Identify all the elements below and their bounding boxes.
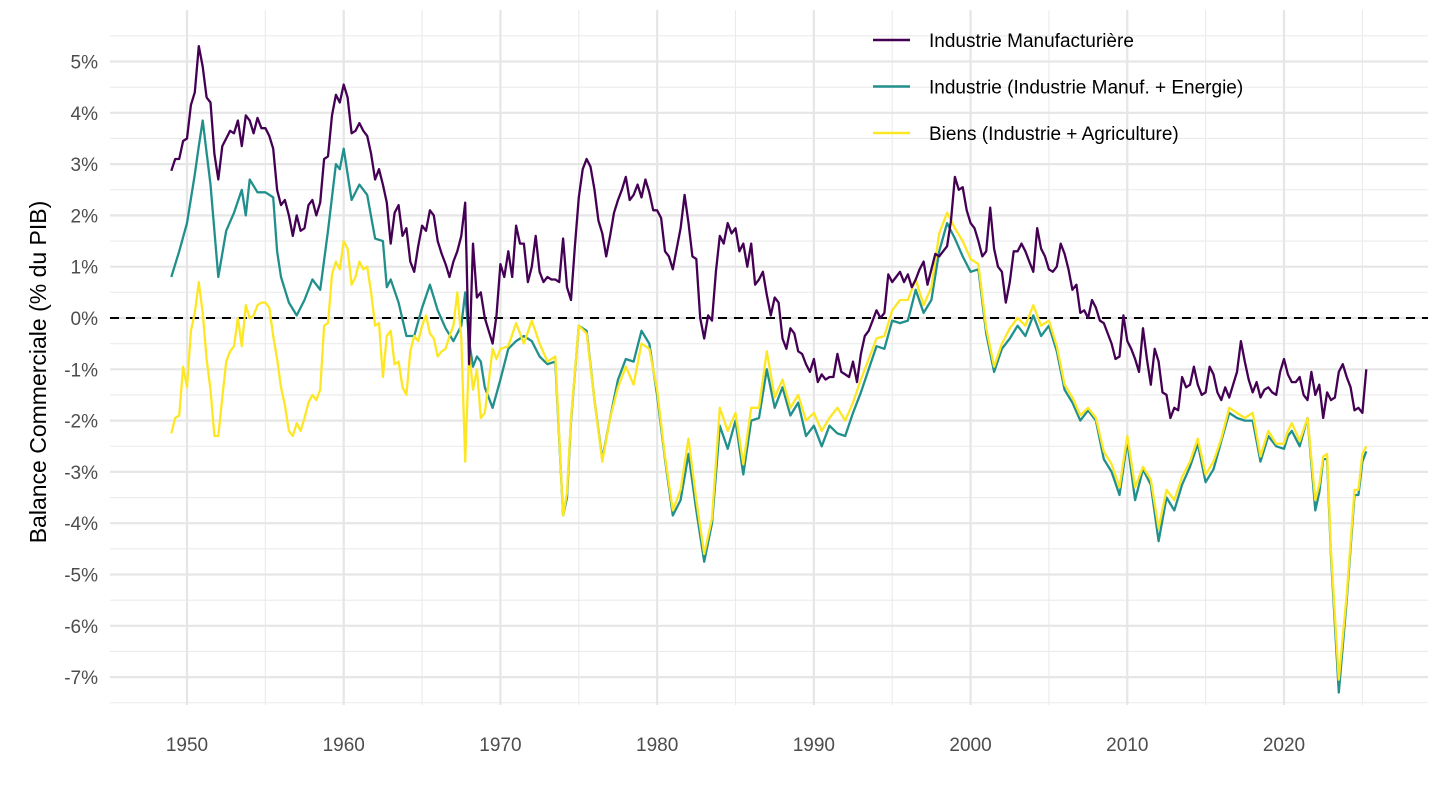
series-line-1	[170, 119, 1368, 694]
legend: Industrie Manufacturière Industrie (Indus…	[873, 31, 1243, 145]
y-tick-label: -2%	[64, 412, 98, 433]
y-tick-label: -5%	[64, 566, 98, 587]
y-tick-label: -3%	[64, 463, 98, 484]
legend-label-2: Biens (Industrie + Agriculture)	[929, 124, 1179, 145]
y-tick-label: 0%	[71, 309, 99, 330]
x-tick-label: 2000	[949, 735, 991, 756]
y-tick-label: 4%	[71, 104, 99, 125]
x-tick-label: 2020	[1263, 735, 1305, 756]
y-tick-label: 5%	[71, 53, 99, 74]
y-tick-label: -4%	[64, 514, 98, 535]
series-line-2	[170, 211, 1368, 681]
y-axis-title: Balance Commerciale (% du PIB)	[25, 201, 51, 544]
y-tick-label: 1%	[71, 258, 99, 279]
x-tick-label: 1950	[166, 735, 208, 756]
y-tick-label: -7%	[64, 668, 98, 689]
x-tick-label: 1970	[479, 735, 521, 756]
series-line-0	[170, 44, 1368, 420]
y-tick-label: -1%	[64, 360, 98, 381]
x-tick-label: 2010	[1106, 735, 1148, 756]
y-tick-label: 3%	[71, 155, 99, 176]
y-axis-ticks: 5% 4% 3% 2% 1% 0% -1% -2% -3% -4% -5% -6% -7%	[64, 53, 98, 690]
x-tick-label: 1960	[323, 735, 365, 756]
legend-label-1: Industrie (Industrie Manuf. + Energie)	[929, 78, 1243, 99]
series-lines	[170, 44, 1368, 694]
x-tick-label: 1980	[636, 735, 678, 756]
x-tick-label: 1990	[793, 735, 835, 756]
y-tick-label: -6%	[64, 617, 98, 638]
y-tick-label: 2%	[71, 206, 99, 227]
legend-label-0: Industrie Manufacturière	[929, 31, 1134, 52]
x-axis-ticks: 1950 1960 1970 1980 1990 2000 2010 2020	[166, 735, 1305, 756]
